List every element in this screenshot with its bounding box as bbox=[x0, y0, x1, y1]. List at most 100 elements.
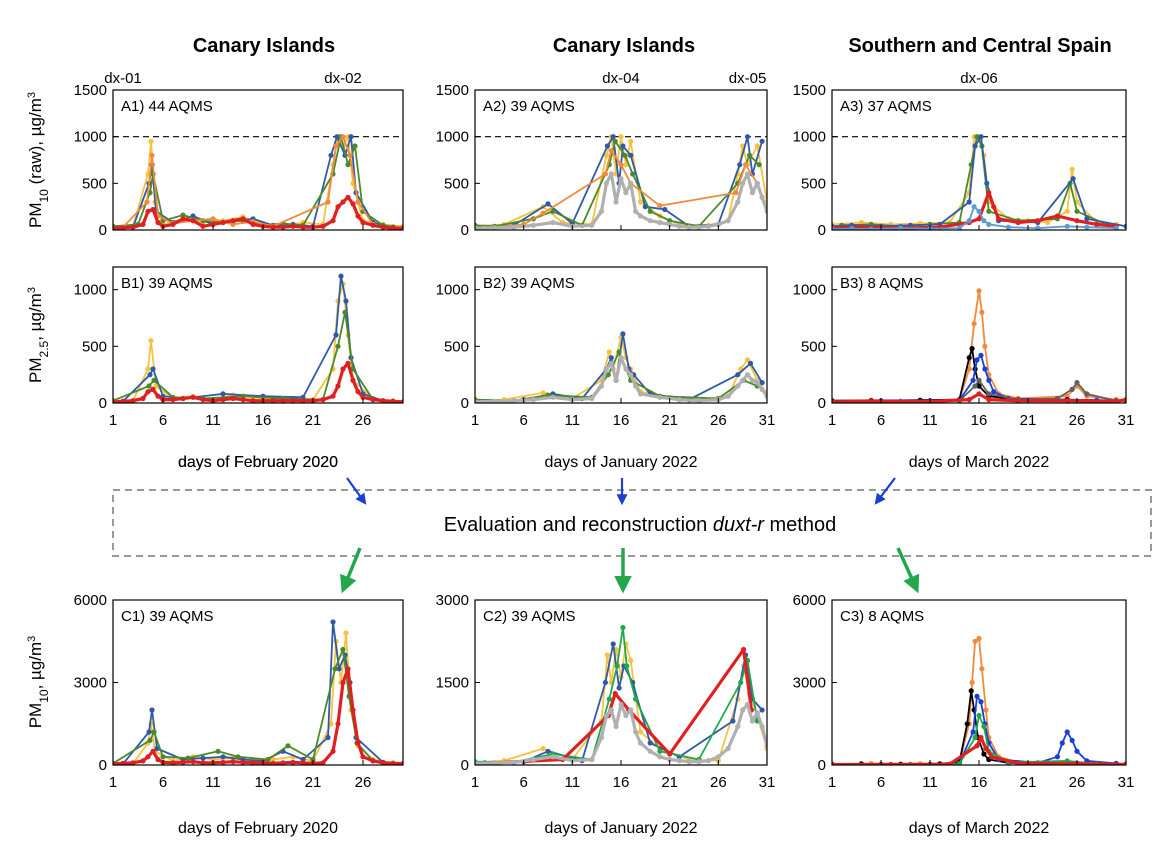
data-point bbox=[979, 666, 985, 672]
data-point bbox=[978, 699, 984, 705]
panel-label: B1) 39 AQMS bbox=[121, 275, 213, 292]
data-point bbox=[735, 372, 741, 378]
data-point bbox=[240, 397, 246, 403]
y-tick-label: 0 bbox=[461, 222, 469, 239]
plot-frame bbox=[112, 89, 404, 231]
data-point bbox=[984, 180, 990, 186]
data-point bbox=[550, 394, 556, 400]
method-box bbox=[112, 489, 1152, 557]
data-point bbox=[604, 143, 611, 149]
x-tick-label: 16 bbox=[613, 774, 630, 791]
dust-event-label: dx-02 bbox=[324, 70, 362, 87]
data-point bbox=[603, 366, 610, 372]
data-point bbox=[190, 218, 196, 224]
data-point bbox=[338, 273, 344, 279]
data-point bbox=[265, 756, 271, 763]
data-point bbox=[220, 759, 226, 765]
data-point bbox=[991, 204, 997, 210]
data-point bbox=[300, 398, 306, 403]
data-point bbox=[667, 756, 673, 763]
data-point bbox=[628, 152, 634, 158]
data-point bbox=[250, 221, 256, 227]
data-point bbox=[170, 397, 176, 403]
data-point bbox=[340, 646, 346, 653]
x-tick-label: 21 bbox=[305, 774, 322, 791]
data-point bbox=[1123, 397, 1126, 403]
x-tick-label: 11 bbox=[205, 412, 221, 429]
data-point bbox=[976, 216, 982, 222]
data-point bbox=[966, 355, 972, 361]
y-tick-label: 0 bbox=[99, 222, 107, 239]
data-point bbox=[602, 171, 609, 177]
data-point bbox=[735, 723, 741, 730]
y-tick-label: 0 bbox=[99, 395, 107, 412]
data-point bbox=[618, 162, 624, 168]
data-point bbox=[630, 171, 636, 177]
x-tick-label: 21 bbox=[305, 412, 322, 429]
method-label-tail: method bbox=[764, 514, 836, 536]
data-point bbox=[832, 399, 835, 403]
x-tick-label: 11 bbox=[922, 774, 938, 791]
data-point bbox=[637, 199, 644, 205]
data-point bbox=[360, 219, 366, 226]
data-point bbox=[155, 219, 161, 226]
data-point bbox=[616, 685, 622, 691]
data-point bbox=[230, 759, 236, 765]
data-point bbox=[530, 756, 537, 763]
data-point bbox=[966, 218, 972, 224]
data-point bbox=[759, 386, 765, 392]
data-point bbox=[657, 748, 663, 754]
data-point bbox=[170, 760, 176, 765]
data-point bbox=[146, 729, 152, 735]
data-point bbox=[335, 204, 341, 210]
data-point bbox=[676, 223, 683, 229]
series-group bbox=[113, 619, 403, 765]
data-point bbox=[978, 134, 984, 140]
x-axis-label: days of March 2022 bbox=[909, 454, 1050, 471]
data-point bbox=[491, 760, 498, 765]
series-group bbox=[832, 134, 1126, 230]
arrow-to-method bbox=[346, 477, 367, 505]
data-point bbox=[620, 331, 626, 337]
data-point bbox=[113, 399, 116, 403]
data-point bbox=[917, 399, 923, 403]
data-point bbox=[345, 194, 351, 200]
x-tick-label: 21 bbox=[1020, 412, 1037, 429]
series-group bbox=[113, 134, 403, 230]
data-point bbox=[733, 190, 739, 196]
data-point bbox=[608, 360, 614, 366]
data-point bbox=[130, 224, 136, 230]
y-tick-label: 500 bbox=[82, 338, 107, 355]
data-point bbox=[1113, 225, 1119, 230]
data-point bbox=[550, 219, 556, 226]
data-point bbox=[220, 219, 226, 226]
series-line bbox=[475, 702, 767, 765]
data-point bbox=[974, 357, 980, 363]
data-point bbox=[530, 397, 537, 403]
y-tick-label: 3000 bbox=[793, 675, 826, 692]
x-tick-label: 1 bbox=[471, 774, 479, 791]
data-point bbox=[148, 338, 154, 344]
series-line bbox=[832, 135, 1126, 228]
y-tick-label: 3000 bbox=[74, 675, 107, 692]
data-point bbox=[1054, 213, 1060, 219]
data-point bbox=[976, 712, 982, 719]
data-point bbox=[647, 218, 653, 224]
x-tick-label: 16 bbox=[255, 774, 272, 791]
data-point bbox=[545, 201, 551, 207]
data-point bbox=[342, 309, 348, 315]
data-point bbox=[759, 723, 765, 730]
y-tick-label: 1000 bbox=[74, 282, 107, 299]
data-point bbox=[608, 355, 614, 361]
data-point bbox=[511, 224, 517, 230]
data-point bbox=[150, 366, 156, 372]
data-point bbox=[290, 223, 296, 229]
series-line bbox=[122, 275, 384, 402]
data-point bbox=[328, 721, 334, 727]
data-point bbox=[151, 729, 157, 735]
arrow-from-method bbox=[896, 547, 920, 594]
data-point bbox=[347, 152, 353, 158]
